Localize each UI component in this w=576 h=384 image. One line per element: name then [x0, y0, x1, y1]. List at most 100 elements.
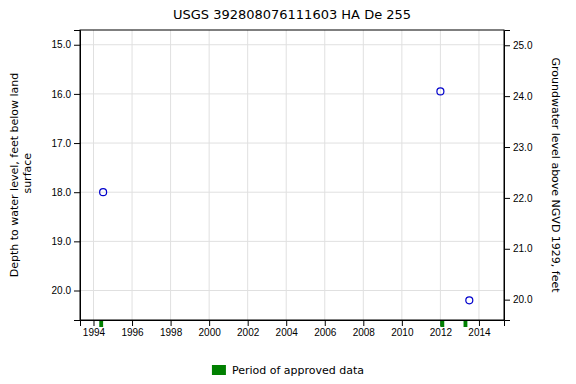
tick: 2008: [353, 320, 376, 338]
tick: 22.0: [504, 193, 533, 204]
tick-label: 1996: [121, 327, 144, 338]
grid-line-x: [324, 30, 325, 320]
tick-mark: [74, 45, 80, 46]
grid-line-x: [209, 30, 210, 320]
legend-label: Period of approved data: [232, 364, 364, 377]
x-axis: 1994 1996 1998 2000 2002 2004 2006 2008 2010 2012…: [81, 320, 505, 338]
tick-label: 2002: [237, 327, 260, 338]
tick: 1994: [83, 320, 106, 338]
spans: [99, 321, 467, 327]
grid-line-x: [132, 30, 133, 320]
tick-mark: [74, 241, 80, 242]
tick-mark: [286, 320, 287, 326]
tick-mark: [74, 143, 80, 144]
tick: 2002: [237, 320, 260, 338]
tick-mark: [479, 320, 480, 326]
axis-line: [81, 321, 505, 327]
grid-line-x: [478, 30, 479, 320]
grid-line-y: [80, 192, 504, 193]
tick-mark: [171, 320, 172, 326]
tick: 2004: [276, 320, 299, 338]
y-axis-label-line: Depth to water level, feet below land: [8, 73, 21, 278]
tick-label: 16.0: [52, 89, 72, 100]
grid-line-x: [440, 30, 441, 320]
tick: 23.0: [504, 142, 533, 153]
tick-mark: [363, 320, 364, 326]
scatter-point: [437, 88, 444, 95]
tick-mark: [209, 320, 210, 326]
tick-label: 2010: [391, 327, 414, 338]
tick-mark: [402, 320, 403, 326]
scatter-point: [100, 189, 107, 196]
tick-mark: [325, 320, 326, 326]
tick: 2014: [468, 320, 491, 338]
tick-label: 1994: [83, 327, 106, 338]
legend-item: Period of approved data: [212, 364, 364, 377]
grid-line-x: [286, 30, 287, 320]
grid: [80, 30, 504, 320]
tick: 1996: [121, 320, 144, 338]
grid-line-x: [363, 30, 364, 320]
y2-axis-label: Groundwater level above NGVD 1929, feet: [549, 57, 562, 293]
tick-mark: [504, 96, 510, 97]
tick-label: 2004: [276, 327, 299, 338]
tick-mark: [504, 198, 510, 199]
tick-label: 15.0: [52, 39, 72, 50]
tick-mark: [74, 94, 80, 95]
tick: 25.0: [504, 40, 533, 51]
tick: 18.0: [52, 187, 80, 198]
tick-mark: [132, 320, 133, 326]
plot: 1994 1996 1998 2000 2002 2004 2006 2008 2010 2012…: [52, 30, 533, 338]
tick: 20.0: [504, 294, 533, 305]
y-axis-label: Depth to water level, feet below land su…: [8, 73, 34, 278]
approved-segment: [440, 321, 444, 327]
legend: Period of approved data: [212, 364, 364, 377]
grid-line-x: [170, 30, 171, 320]
tick-label: 17.0: [52, 138, 72, 149]
tick-label: 22.0: [513, 193, 533, 204]
grid-line-y: [80, 44, 504, 45]
tick-label: 2008: [353, 327, 376, 338]
tick: 21.0: [504, 243, 533, 254]
tick-mark: [504, 249, 510, 250]
tick-label: 24.0: [513, 91, 533, 102]
tick-mark: [248, 320, 249, 326]
tick: 19.0: [52, 236, 80, 247]
y2-axis: 25.0 24.0 23.0 22.0 21.0 20.0: [504, 31, 533, 321]
tick-label: 1998: [160, 327, 183, 338]
legend-swatch: [212, 365, 226, 375]
tick: 2010: [391, 320, 414, 338]
y-axis: 15.0 16.0 17.0 18.0 19.0 20.0: [52, 31, 81, 321]
grid-line-y: [80, 290, 504, 291]
marks: [100, 88, 473, 304]
tick-mark: [504, 300, 510, 301]
grid-line-y: [80, 143, 504, 144]
plot-frame: [80, 30, 504, 320]
tick: 16.0: [52, 89, 80, 100]
tick: 24.0: [504, 91, 533, 102]
tick: 2000: [199, 320, 222, 338]
tick-label: 25.0: [513, 40, 533, 51]
tick-label: 20.0: [52, 285, 72, 296]
scatter-point: [466, 297, 473, 304]
tick-label: 23.0: [513, 142, 533, 153]
tick-label: 2012: [430, 327, 453, 338]
tick-mark: [504, 147, 510, 148]
tick-label: 19.0: [52, 236, 72, 247]
tick-mark: [74, 291, 80, 292]
tick-label: 2014: [468, 327, 491, 338]
tick: 2006: [314, 320, 337, 338]
tick: 20.0: [52, 285, 80, 296]
grid-line-x: [247, 30, 248, 320]
tick: 15.0: [52, 39, 80, 50]
approved-segment: [99, 321, 103, 327]
tick-label: 18.0: [52, 187, 72, 198]
axis-line: [505, 31, 511, 321]
grid-line-x: [401, 30, 402, 320]
y-axis-label-line: surface: [21, 153, 34, 197]
title: USGS 392808076111603 HA De 255: [173, 7, 411, 22]
tick: 1998: [160, 320, 183, 338]
tick-label: 20.0: [513, 294, 533, 305]
grid-line-x: [93, 30, 94, 320]
approved-segment: [464, 321, 468, 327]
